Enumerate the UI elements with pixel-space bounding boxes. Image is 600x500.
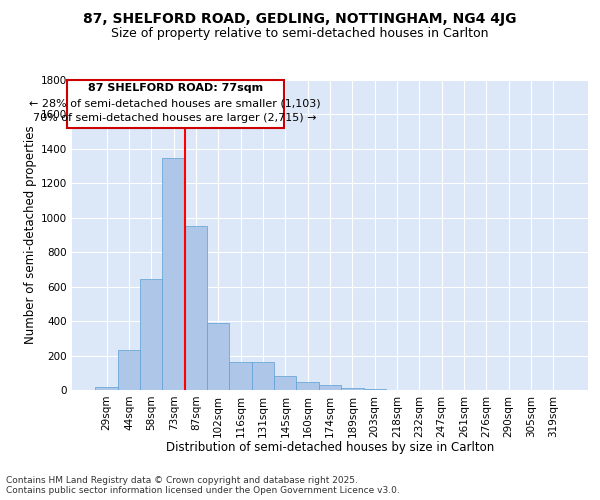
Bar [140,279,163,390]
Bar [95,386,118,390]
Text: ← 28% of semi-detached houses are smaller (1,103): ← 28% of semi-detached houses are smalle… [29,98,321,108]
Text: Size of property relative to semi-detached houses in Carlton: Size of property relative to semi-detach… [111,28,489,40]
Text: 87, SHELFORD ROAD, GEDLING, NOTTINGHAM, NG4 4JG: 87, SHELFORD ROAD, GEDLING, NOTTINGHAM, … [83,12,517,26]
Bar [319,385,341,390]
Bar [229,362,252,390]
X-axis label: Distribution of semi-detached houses by size in Carlton: Distribution of semi-detached houses by … [166,441,494,454]
Text: Contains public sector information licensed under the Open Government Licence v3: Contains public sector information licen… [6,486,400,495]
Bar [207,323,229,390]
Text: 87 SHELFORD ROAD: 77sqm: 87 SHELFORD ROAD: 77sqm [88,83,263,93]
Y-axis label: Number of semi-detached properties: Number of semi-detached properties [24,126,37,344]
Bar [274,376,296,390]
Text: 70% of semi-detached houses are larger (2,715) →: 70% of semi-detached houses are larger (… [34,112,317,122]
Text: Contains HM Land Registry data © Crown copyright and database right 2025.: Contains HM Land Registry data © Crown c… [6,476,358,485]
Bar [118,350,140,390]
Bar [341,388,364,390]
Bar [296,382,319,390]
Bar [185,226,207,390]
Bar [252,362,274,390]
Bar [364,389,386,390]
FancyBboxPatch shape [67,80,284,128]
Bar [163,158,185,390]
